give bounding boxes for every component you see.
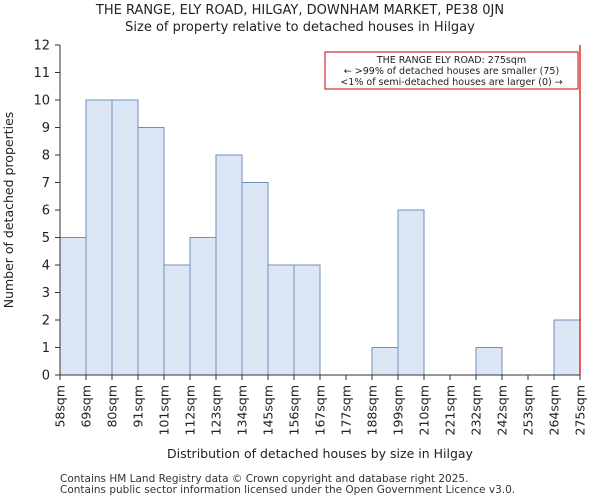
x-tick-label: 177sqm	[339, 385, 354, 435]
y-tick-label: 10	[33, 94, 50, 109]
bar	[111, 99, 139, 376]
annotation-box: THE RANGE ELY ROAD: 275sqm← >99% of deta…	[324, 51, 579, 90]
x-tick-label: 221sqm	[443, 385, 458, 435]
y-tick-label: 3	[42, 286, 50, 301]
x-tick-label: 232sqm	[469, 385, 484, 435]
y-tick-label: 0	[42, 369, 50, 384]
bars-group	[59, 99, 581, 376]
x-tick-label: 134sqm	[235, 385, 250, 435]
x-tick-label: 156sqm	[287, 385, 302, 435]
x-tick-label: 123sqm	[209, 385, 224, 435]
x-tick-label: 188sqm	[365, 385, 380, 435]
bar	[189, 237, 217, 376]
x-tick-label: 112sqm	[183, 385, 198, 435]
x-tick-label: 275sqm	[573, 385, 588, 435]
bar	[85, 99, 113, 376]
bar	[241, 182, 269, 376]
y-tick-label: 8	[42, 149, 50, 164]
x-axis-label: Distribution of detached houses by size …	[167, 446, 474, 461]
x-tick-label: 253sqm	[521, 385, 536, 435]
chart-subtitle: Size of property relative to detached ho…	[125, 20, 475, 35]
chart-title: THE RANGE, ELY ROAD, HILGAY, DOWNHAM MAR…	[95, 3, 505, 18]
footer: Contains HM Land Registry data © Crown c…	[60, 474, 515, 496]
bar	[59, 237, 87, 376]
y-axis-label: Number of detached properties	[1, 112, 16, 309]
x-tick-label: 242sqm	[495, 385, 510, 435]
bar	[137, 127, 165, 376]
y-tick-label: 11	[33, 66, 50, 81]
footer-line-1: Contains HM Land Registry data © Crown c…	[60, 473, 469, 485]
bar	[267, 264, 295, 376]
y-tick-label: 7	[42, 176, 50, 191]
bar	[475, 347, 503, 376]
y-tick-label: 6	[42, 204, 50, 219]
x-tick-label: 101sqm	[157, 385, 172, 435]
x-tick-label: 58sqm	[53, 385, 68, 428]
x-tick-label: 80sqm	[105, 385, 120, 428]
chart-title-block: THE RANGE, ELY ROAD, HILGAY, DOWNHAM MAR…	[0, 2, 600, 36]
annotation-line: ← >99% of detached houses are smaller (7…	[344, 66, 559, 77]
x-tick-label: 167sqm	[313, 385, 328, 435]
x-tick-label: 145sqm	[261, 385, 276, 435]
annotation-frame	[324, 51, 579, 90]
x-tick-label: 91sqm	[131, 385, 146, 428]
y-tick-label: 1	[42, 341, 50, 356]
annotation-line: <1% of semi-detached houses are larger (…	[340, 77, 562, 88]
x-axis: 58sqm 69sqm 80sqm 91sqm 101sqm 112sqm 123sqm 13…	[53, 374, 588, 435]
bar	[397, 209, 425, 376]
y-tick-label: 12	[33, 39, 50, 54]
bar	[553, 319, 581, 376]
bar	[163, 264, 191, 376]
x-tick-label: 69sqm	[79, 385, 94, 428]
y-tick-label: 5	[42, 231, 50, 246]
bar	[371, 347, 399, 376]
y-tick-label: 2	[42, 314, 50, 329]
annotation-line: THE RANGE ELY ROAD: 275sqm	[376, 55, 526, 66]
bar	[293, 264, 321, 376]
x-tick-label: 199sqm	[391, 385, 406, 435]
x-tick-label: 264sqm	[547, 385, 562, 435]
bar	[215, 154, 243, 376]
x-tick-label: 210sqm	[417, 385, 432, 435]
footer-line-2: Contains public sector information licen…	[60, 484, 516, 496]
y-tick-label: 4	[42, 259, 50, 274]
y-tick-label: 9	[42, 121, 50, 136]
